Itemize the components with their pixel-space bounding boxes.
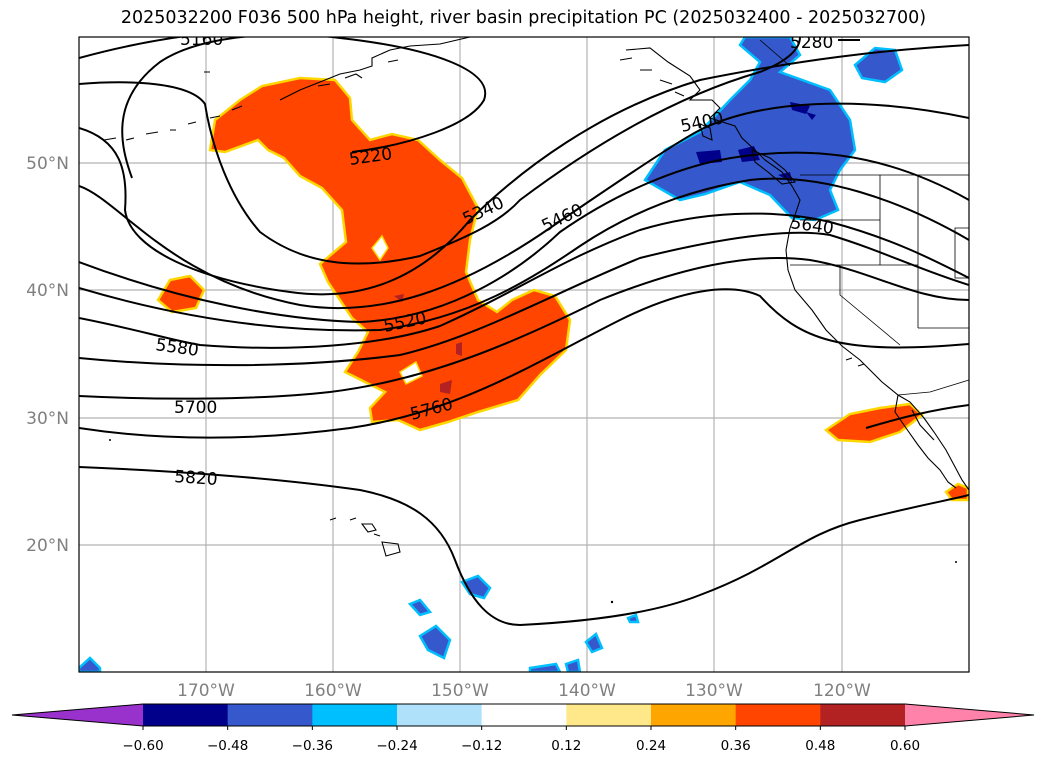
darkred-cell-2: [456, 342, 462, 356]
contour-label-5580: 5580: [154, 335, 200, 361]
map-dot-3: [610, 600, 614, 604]
darkred-cell-1: [440, 380, 452, 394]
colorbar-segment: [227, 704, 313, 726]
lat-label-30n: 30°N: [26, 409, 69, 429]
height-contours: [79, 37, 969, 627]
colorbar-tick-label: 0.36: [721, 738, 751, 754]
border-arizona: [918, 227, 969, 329]
colorbar-segment: [397, 704, 483, 726]
contour-5340: [79, 44, 969, 296]
colorbar-segment: [566, 704, 652, 726]
border-nevada-california: [839, 265, 901, 346]
blue-region-pacific-northwest: [643, 37, 857, 222]
colorbar-tick-label: 0.12: [551, 738, 581, 754]
lat-label-50n: 50°N: [26, 154, 69, 174]
colorbar-tick-label: −0.12: [461, 738, 502, 754]
colorbar-segment: [735, 704, 821, 726]
coastline-channel-islands: [845, 357, 865, 367]
coastline-alaska-islands: [317, 59, 399, 87]
coastline-us-west: [785, 227, 969, 491]
contour-5460: [79, 151, 969, 324]
lat-labels: 50°N 40°N 30°N 20°N: [26, 154, 69, 556]
blue-region-islet-4: [584, 631, 604, 654]
colorbar-ticks: −0.60 −0.48 −0.36 −0.24 −0.12 0.12 0.24 0.36 0.4…: [122, 738, 920, 754]
colorbar-tick-label: 0.48: [805, 738, 835, 754]
contour-5580: [79, 212, 969, 349]
contour-5820: [79, 466, 969, 627]
lon-label-130w: 130°W: [685, 681, 743, 701]
colorbar-segment: [820, 704, 906, 726]
chart-title: 2025032200 F036 500 hPa height, river ba…: [120, 8, 927, 28]
border-alaska-canada: [759, 39, 791, 67]
colorbar-extend-high: [905, 704, 1034, 726]
blue-region-islet-8: [626, 613, 640, 624]
map-dot-2: [955, 561, 957, 563]
blue-region-islet-7: [564, 658, 582, 672]
blue-region-islet-6: [528, 662, 562, 672]
blue-region-islet-1: [460, 574, 492, 600]
coastline-panhandle: [625, 47, 801, 229]
coastline-hawaii: [329, 517, 401, 557]
contour-label-5160: 5160: [180, 30, 223, 50]
coastline-aleutians: [103, 105, 243, 141]
blue-region-canada: [853, 46, 904, 84]
contour-5700: [79, 257, 969, 400]
hole-1: [371, 234, 389, 262]
negative-pc-regions: [79, 37, 904, 672]
contour-label-5640: 5640: [789, 213, 835, 239]
colorbar-segment: [481, 704, 567, 726]
lat-label-40n: 40°N: [26, 281, 69, 301]
lat-label-20n: 20°N: [26, 536, 69, 556]
colorbar-segment: [312, 704, 398, 726]
map-dot-1: [109, 439, 111, 441]
orange-region-north-pacific: [208, 76, 572, 432]
colorbar-tick-label: 0.60: [890, 738, 920, 754]
contour-5880: [865, 404, 969, 429]
lon-label-120w: 120°W: [813, 681, 871, 701]
blue-region-islet-2: [418, 624, 452, 660]
contour-5400: [79, 102, 969, 310]
colorbar-segment: [651, 704, 737, 726]
colorbar-tick-label: −0.48: [207, 738, 248, 754]
blue-region-islet-3: [407, 598, 433, 617]
lon-label-150w: 150°W: [431, 681, 489, 701]
contour-label-5700: 5700: [174, 398, 217, 418]
border-us-mexico: [897, 379, 969, 396]
contour-5520: [79, 177, 969, 332]
contour-5220: [121, 37, 487, 179]
blue-region-islet-5: [79, 656, 102, 672]
colorbar-extend-low: [12, 704, 143, 726]
colorbar-tick-label: 0.24: [636, 738, 666, 754]
lon-label-160w: 160°W: [304, 681, 362, 701]
lon-labels: 170°W 160°W 150°W 140°W 130°W 120°W: [177, 681, 871, 701]
contour-5760: [79, 288, 969, 439]
contour-label-5820: 5820: [174, 467, 219, 490]
colorbar-segment: [143, 704, 229, 726]
coastline-canada-islands: [204, 57, 685, 97]
contour-5640: [79, 231, 969, 367]
map-frame: [78, 36, 970, 673]
colorbar-tick-label: −0.60: [122, 738, 163, 754]
coastline-vancouver-island: [751, 149, 797, 185]
lon-label-170w: 170°W: [177, 681, 235, 701]
contour-label-5280: 5280: [790, 33, 833, 53]
colorbar-tick-label: −0.24: [376, 738, 417, 754]
colorbar: [11, 703, 1035, 730]
contour-5160: [79, 37, 186, 59]
colorbar-tick-label: −0.36: [292, 738, 333, 754]
orange-region-baja: [823, 402, 924, 444]
map-markers: [109, 439, 957, 604]
lon-label-140w: 140°W: [558, 681, 616, 701]
navy-cell-5: [806, 112, 816, 120]
coastlines: [103, 37, 969, 557]
contour-5280-west: [79, 37, 801, 265]
coastline-alaska: [279, 37, 471, 101]
